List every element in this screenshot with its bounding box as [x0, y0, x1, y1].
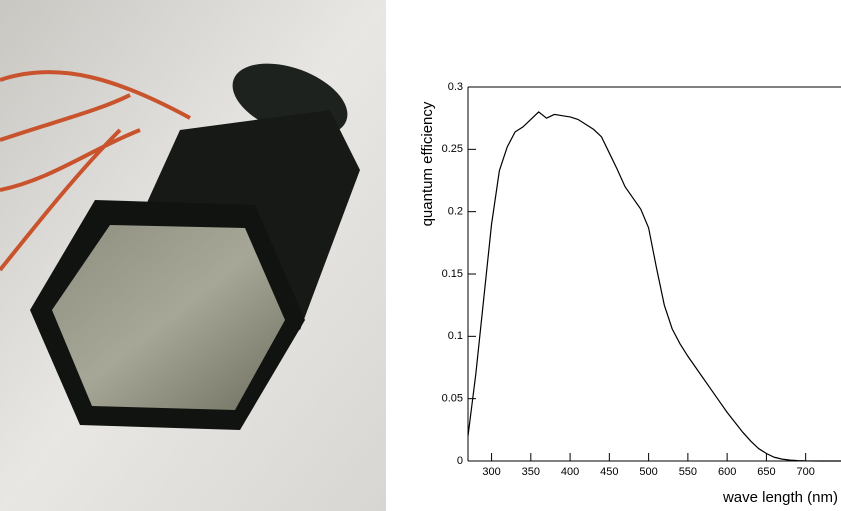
data-line [467, 111, 841, 462]
x-tick-label: 550 [679, 466, 697, 478]
y-tick-label: 0 [457, 455, 463, 467]
x-tick-label: 600 [718, 466, 736, 478]
x-tick-label: 500 [639, 466, 657, 478]
y-tick-label: 0.3 [448, 81, 463, 93]
photo [0, 0, 386, 511]
x-tick-label: 400 [561, 466, 579, 478]
y-tick-label: 0.05 [442, 393, 463, 405]
x-tick-label: 450 [600, 466, 618, 478]
x-tick-label: 300 [482, 466, 500, 478]
y-tick-label: 0.15 [442, 268, 463, 280]
x-axis-label: wave length (nm) [722, 489, 838, 506]
x-tick-label: 650 [757, 466, 775, 478]
y-tick-label: 0.25 [442, 143, 463, 155]
y-tick-label: 0.2 [448, 206, 463, 218]
x-tick-label: 350 [522, 466, 540, 478]
y-tick-label: 0.1 [448, 330, 463, 342]
y-axis-label: quantum efficiency [419, 101, 436, 226]
x-tick-label: 700 [796, 466, 814, 478]
